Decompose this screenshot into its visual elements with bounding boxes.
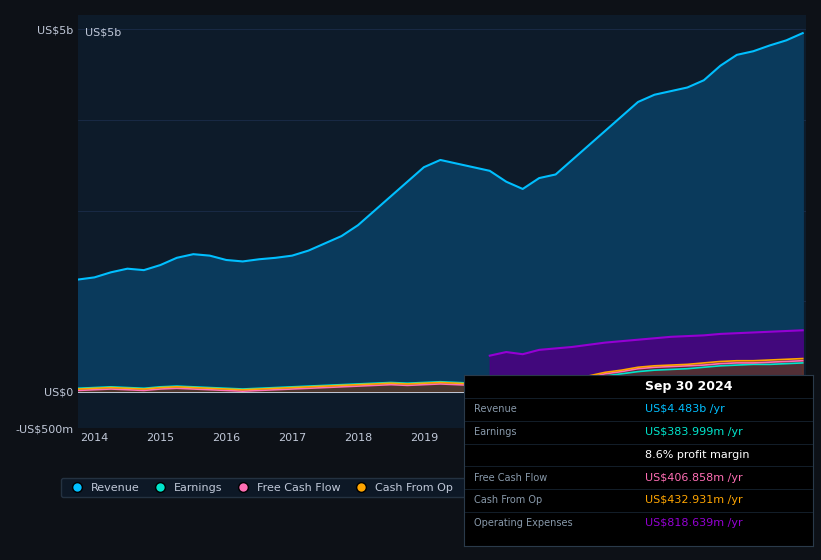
Text: 8.6% profit margin: 8.6% profit margin [645,450,750,460]
Text: Earnings: Earnings [475,427,517,437]
Text: US$4.483b /yr: US$4.483b /yr [645,404,725,414]
Text: Revenue: Revenue [475,404,517,414]
Text: US$432.931m /yr: US$432.931m /yr [645,496,743,506]
Text: Free Cash Flow: Free Cash Flow [475,473,548,483]
Text: Cash From Op: Cash From Op [475,496,543,506]
Text: US$406.858m /yr: US$406.858m /yr [645,473,743,483]
Text: US$818.639m /yr: US$818.639m /yr [645,518,743,528]
Text: Sep 30 2024: Sep 30 2024 [645,380,733,393]
Text: US$383.999m /yr: US$383.999m /yr [645,427,743,437]
Text: US$5b: US$5b [85,27,122,38]
Legend: Revenue, Earnings, Free Cash Flow, Cash From Op, Operating Expenses: Revenue, Earnings, Free Cash Flow, Cash … [61,478,604,497]
Text: Operating Expenses: Operating Expenses [475,518,573,528]
